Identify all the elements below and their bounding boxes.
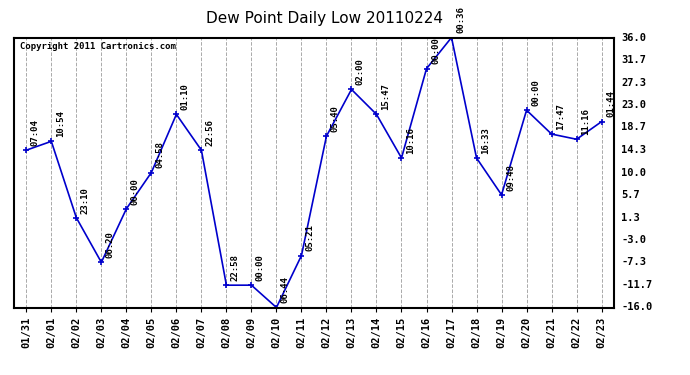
Text: 00:00: 00:00 bbox=[431, 38, 440, 64]
Text: -7.3: -7.3 bbox=[621, 257, 646, 267]
Text: 10:54: 10:54 bbox=[56, 110, 65, 137]
Text: 00:36: 00:36 bbox=[456, 6, 465, 33]
Text: 36.0: 36.0 bbox=[621, 33, 646, 42]
Text: 00:00: 00:00 bbox=[131, 178, 140, 205]
Text: 14.3: 14.3 bbox=[621, 145, 646, 155]
Text: 5.7: 5.7 bbox=[621, 190, 640, 200]
Text: 10:16: 10:16 bbox=[406, 127, 415, 154]
Text: 05:40: 05:40 bbox=[331, 105, 340, 132]
Text: 22:58: 22:58 bbox=[231, 254, 240, 281]
Text: 02:00: 02:00 bbox=[356, 58, 365, 85]
Text: 27.3: 27.3 bbox=[621, 78, 646, 88]
Text: 06:20: 06:20 bbox=[106, 231, 115, 258]
Text: -16.0: -16.0 bbox=[621, 303, 652, 312]
Text: Copyright 2011 Cartronics.com: Copyright 2011 Cartronics.com bbox=[20, 42, 176, 51]
Text: 07:04: 07:04 bbox=[31, 119, 40, 146]
Text: 00:00: 00:00 bbox=[531, 79, 540, 106]
Text: 17:47: 17:47 bbox=[556, 103, 565, 130]
Text: 1.3: 1.3 bbox=[621, 213, 640, 223]
Text: 15:47: 15:47 bbox=[381, 83, 390, 110]
Text: 10.0: 10.0 bbox=[621, 168, 646, 177]
Text: 01:44: 01:44 bbox=[606, 91, 615, 117]
Text: 04:58: 04:58 bbox=[156, 141, 165, 168]
Text: 23:10: 23:10 bbox=[81, 187, 90, 213]
Text: 06:44: 06:44 bbox=[281, 276, 290, 303]
Text: 23.0: 23.0 bbox=[621, 100, 646, 110]
Text: -11.7: -11.7 bbox=[621, 280, 652, 290]
Text: 31.7: 31.7 bbox=[621, 55, 646, 65]
Text: 11:16: 11:16 bbox=[581, 108, 590, 135]
Text: 05:21: 05:21 bbox=[306, 225, 315, 251]
Text: 09:48: 09:48 bbox=[506, 164, 515, 190]
Text: -3.0: -3.0 bbox=[621, 235, 646, 245]
Text: 22:56: 22:56 bbox=[206, 119, 215, 146]
Text: 18.7: 18.7 bbox=[621, 122, 646, 132]
Text: 00:00: 00:00 bbox=[256, 254, 265, 281]
Text: Dew Point Daily Low 20110224: Dew Point Daily Low 20110224 bbox=[206, 11, 443, 26]
Text: 16:33: 16:33 bbox=[481, 127, 490, 154]
Text: 01:10: 01:10 bbox=[181, 83, 190, 110]
